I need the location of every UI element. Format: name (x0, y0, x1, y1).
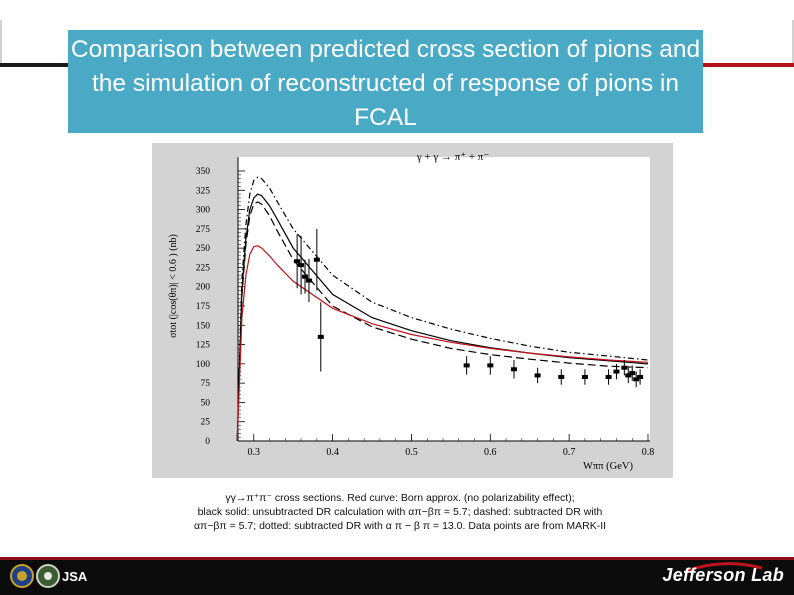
footer-accent (0, 557, 794, 560)
cross-section-chart: 0 25 50 75 100 125 150 175 200 225 250 275 300 325 350… (168, 151, 655, 472)
y-tick-label: 100 (196, 360, 211, 370)
x-tick-label: 0.4 (326, 447, 339, 458)
y-tick-label: 50 (201, 398, 211, 408)
data-point (621, 365, 628, 370)
caption-line-3: απ−βπ = 5.7; dotted: subtracted DR with … (193, 520, 607, 532)
data-point (605, 374, 612, 379)
plot-area (238, 157, 650, 441)
y-tick-label: 25 (201, 418, 211, 428)
x-tick-label: 0.5 (405, 447, 418, 458)
x-tick-label: 0.8 (642, 447, 655, 458)
caption-line-1: γγ→π⁺π⁻ cross sections. Red curve: Born … (225, 492, 575, 504)
series-curve-1 (236, 176, 649, 442)
data-point (633, 377, 640, 382)
header-rule-red (703, 63, 794, 67)
chart-title: γ + γ → π⁺ + π⁻ (416, 151, 490, 163)
data-point (534, 373, 541, 378)
y-axis-label: σtot (|cos(θπ)| < 0.6 ) (nb) (168, 234, 179, 338)
data-point (298, 263, 305, 268)
jlab-swoosh (685, 562, 763, 572)
data-point (510, 367, 517, 372)
data-point (294, 259, 301, 264)
x-axis-label: Wππ (GeV) (583, 461, 633, 472)
y-tick-label: 325 (196, 186, 211, 196)
jefferson-lab-logo: Jefferson Lab (662, 565, 784, 585)
slide-title: Comparison between predicted cross secti… (68, 30, 703, 133)
y-tick-label: 275 (196, 225, 211, 235)
y-tick-label: 250 (196, 244, 211, 254)
data-point (305, 278, 312, 283)
series-curve-4 (236, 245, 649, 442)
x-tick-label: 0.7 (563, 447, 576, 458)
data-point (625, 373, 632, 378)
figure-caption: γγ→π⁺π⁻ cross sections. Red curve: Born … (140, 491, 660, 533)
data-point (302, 274, 309, 279)
series-curve-3 (236, 201, 649, 442)
y-tick-label: 200 (196, 283, 211, 293)
chart-panel: 0 25 50 75 100 125 150 175 200 225 250 275 300 325 350… (152, 143, 673, 478)
top-right-edge (792, 20, 794, 64)
x-tick-label: 0.3 (248, 447, 261, 458)
y-tick-label: 350 (196, 167, 211, 177)
jsa-logo: JSA (10, 564, 88, 588)
footer-bar (0, 557, 794, 595)
y-tick-label: 225 (196, 263, 211, 273)
y-tick-label: 150 (196, 321, 211, 331)
data-point (581, 374, 588, 379)
data-point (637, 374, 644, 379)
top-left-edge (0, 20, 2, 64)
y-tick-label: 0 (205, 437, 210, 447)
header-rule-dark (0, 63, 70, 67)
data-point (463, 363, 470, 368)
y-tick-label: 75 (201, 379, 211, 389)
data-point (558, 374, 565, 379)
y-tick-label: 300 (196, 206, 211, 216)
y-tick-label: 175 (196, 302, 211, 312)
jsa-logo-text: JSA (62, 569, 88, 584)
caption-line-2: black solid: unsubtracted DR calculation… (197, 506, 603, 518)
data-point (613, 369, 620, 374)
data-point (487, 363, 494, 368)
y-tick-label: 125 (196, 341, 211, 351)
data-point (629, 371, 636, 376)
data-point (313, 257, 320, 262)
data-point (317, 334, 324, 339)
x-tick-label: 0.6 (484, 447, 497, 458)
